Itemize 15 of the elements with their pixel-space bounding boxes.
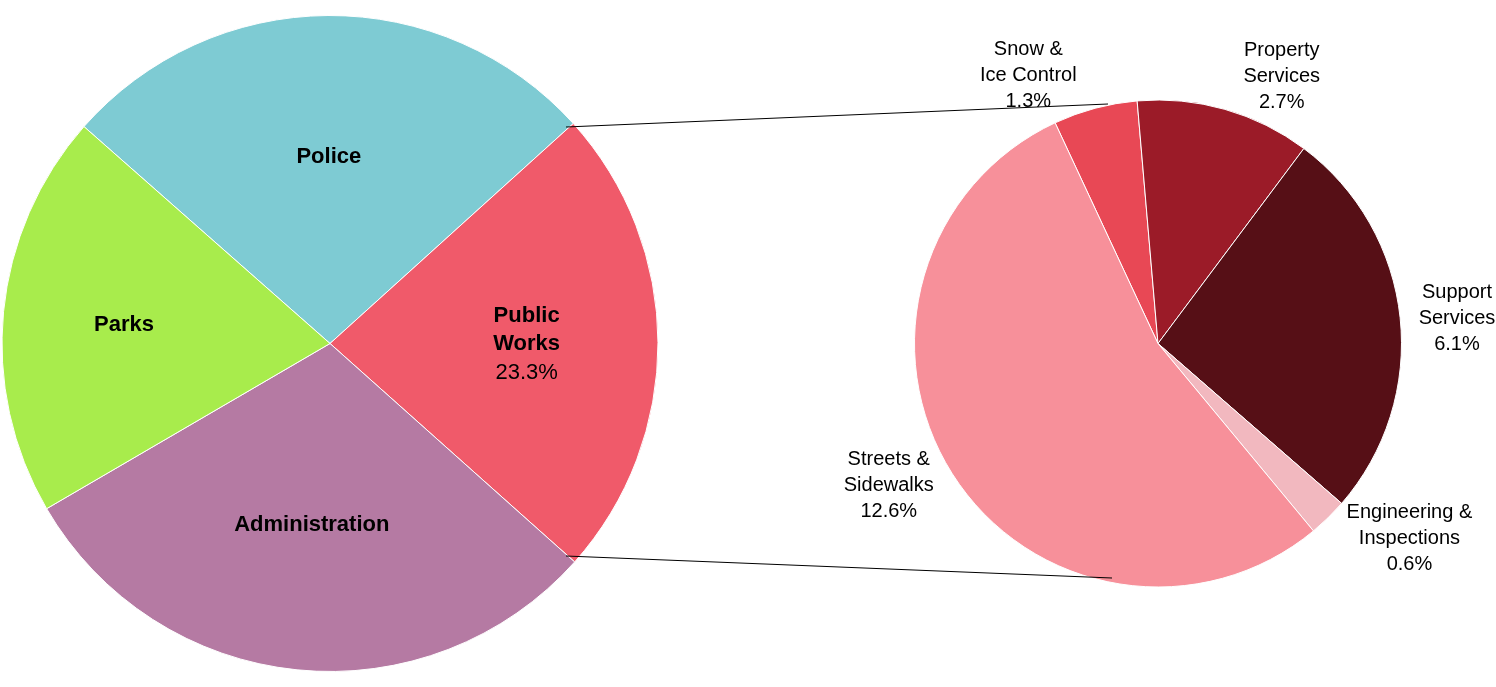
slice-label: Support Services [1418,280,1496,329]
slice-label: Police [296,143,362,169]
data-label: 1.3% [1005,88,1052,111]
slice-label: Public Works [493,301,561,356]
slice-label: Streets & Sidewalks [843,447,934,496]
data-label: 23.3% [495,358,558,384]
data-label: 2.7% [1258,90,1305,113]
data-label: 6.1% [1434,332,1480,355]
slice-label: Property Services [1243,38,1321,87]
slice-label: Parks [94,310,155,336]
slice-label: Snow & Ice Control [979,36,1077,85]
slice-label: Administration [234,511,390,537]
data-label: 12.6% [860,499,918,522]
data-label: 0.6% [1386,551,1433,574]
slice-label: Engineering & Inspections [1346,499,1473,548]
